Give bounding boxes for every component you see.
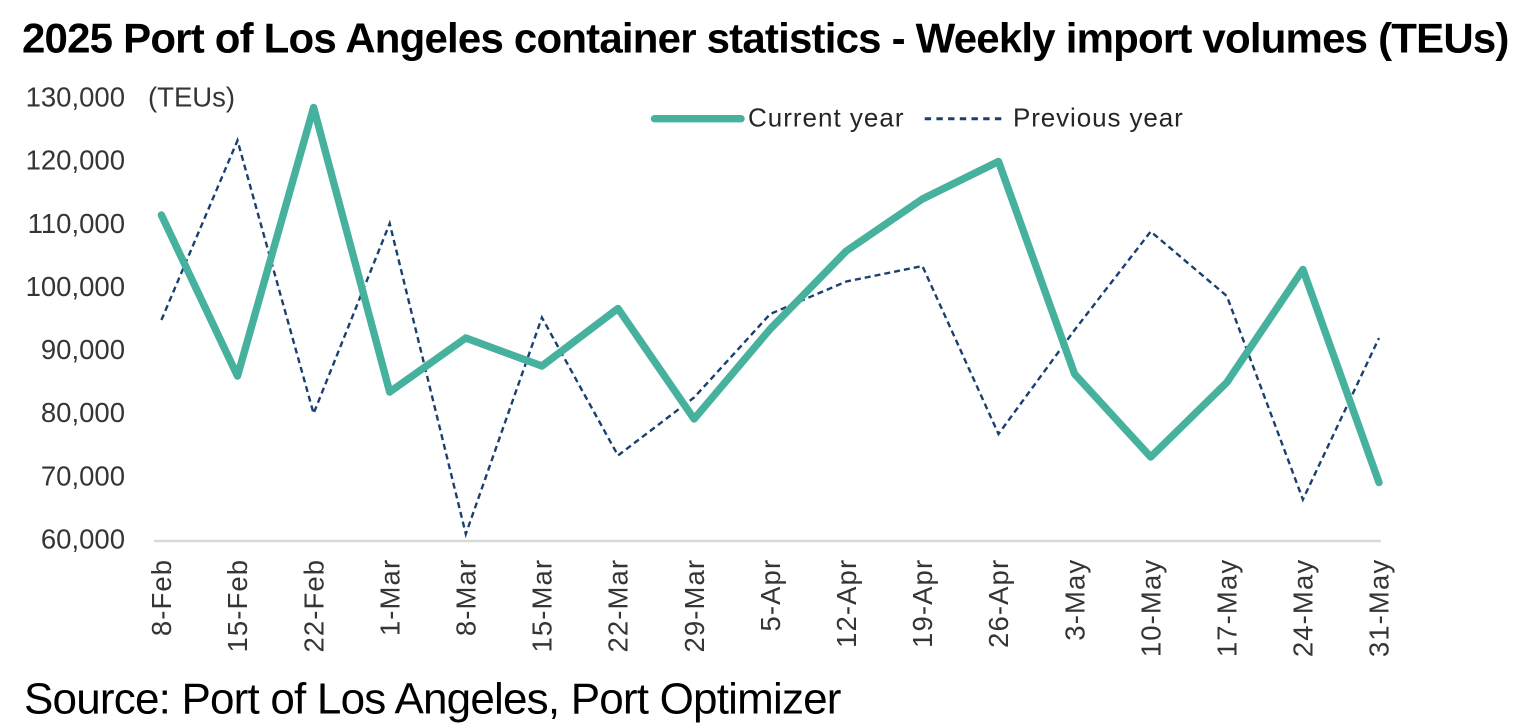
svg-text:1-Mar: 1-Mar [374, 559, 405, 636]
svg-text:3-May: 3-May [1059, 559, 1090, 641]
svg-text:80,000: 80,000 [41, 397, 125, 428]
svg-text:2025 Port of Los Angeles conta: 2025 Port of Los Angeles container stati… [22, 15, 1509, 62]
svg-text:12-Apr: 12-Apr [831, 559, 862, 648]
svg-text:10-May: 10-May [1135, 559, 1166, 657]
svg-text:15-Feb: 15-Feb [222, 559, 253, 653]
svg-text:19-Apr: 19-Apr [907, 559, 938, 648]
svg-text:Current year: Current year [748, 102, 905, 132]
svg-text:90,000: 90,000 [41, 334, 125, 365]
svg-text:(TEUs): (TEUs) [148, 82, 235, 113]
svg-text:15-Mar: 15-Mar [527, 559, 558, 653]
svg-text:5-Apr: 5-Apr [755, 559, 786, 632]
svg-text:100,000: 100,000 [26, 271, 125, 302]
svg-text:24-May: 24-May [1288, 559, 1319, 657]
svg-text:60,000: 60,000 [41, 524, 125, 555]
svg-text:31-May: 31-May [1364, 559, 1395, 657]
svg-text:8-Mar: 8-Mar [451, 559, 482, 636]
svg-text:29-Mar: 29-Mar [679, 559, 710, 653]
svg-text:17-May: 17-May [1212, 559, 1243, 657]
svg-text:8-Feb: 8-Feb [146, 559, 177, 636]
svg-text:130,000: 130,000 [26, 82, 125, 113]
svg-text:110,000: 110,000 [28, 208, 125, 239]
svg-text:120,000: 120,000 [26, 145, 125, 176]
svg-text:70,000: 70,000 [41, 460, 125, 491]
svg-text:Source: Port of Los Angeles, P: Source: Port of Los Angeles, Port Optimi… [24, 674, 841, 723]
svg-text:22-Mar: 22-Mar [603, 559, 634, 653]
svg-text:Previous year: Previous year [1013, 102, 1184, 132]
svg-text:22-Feb: 22-Feb [298, 559, 329, 653]
svg-text:26-Apr: 26-Apr [983, 559, 1014, 648]
